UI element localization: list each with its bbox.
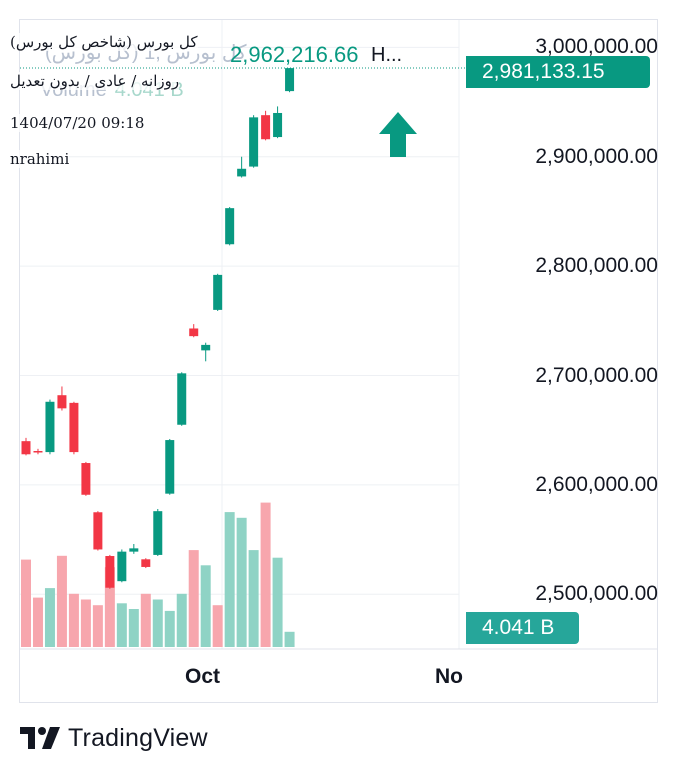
candle — [69, 401, 79, 455]
candle — [189, 324, 199, 338]
overlay-datetime: 1404/07/20 09:18 — [10, 114, 145, 132]
candle-body — [57, 395, 67, 409]
candle-body — [141, 559, 151, 567]
volume-bar — [56, 555, 67, 647]
legend-price-value: 2,962,216.66 — [230, 42, 359, 67]
overlay-interval: روزانه / عادی / بدون تعدیل — [10, 72, 180, 90]
volume-bar — [164, 610, 175, 647]
candle-body — [273, 112, 283, 138]
candle-body — [249, 117, 259, 167]
candle-body — [225, 208, 235, 245]
volume-tag: 4.041 B — [466, 612, 579, 644]
volume-bar — [212, 605, 223, 647]
candle — [105, 554, 115, 589]
candle — [129, 543, 139, 554]
volume-bar — [152, 599, 163, 647]
volume-bar — [104, 567, 115, 647]
volume-bar — [116, 603, 127, 647]
volume-bar — [248, 550, 259, 647]
candle — [261, 110, 271, 141]
price-axis-label: 2,500,000.00 — [535, 582, 658, 606]
tradingview-logo[interactable]: TradingView — [20, 722, 208, 754]
volume-bars — [21, 502, 295, 647]
candle-body — [237, 168, 247, 177]
candle-body — [117, 551, 127, 582]
candle — [273, 106, 283, 139]
tradingview-logo-icon — [20, 727, 60, 749]
candle — [117, 549, 127, 583]
candle-body — [201, 344, 211, 351]
candle — [285, 68, 295, 93]
candle-body — [261, 115, 271, 140]
legend-more[interactable]: H... — [371, 44, 403, 66]
price-axis-label: 3,000,000.00 — [535, 35, 658, 59]
candle — [57, 386, 67, 411]
candle-body — [45, 401, 55, 453]
volume-bar — [176, 593, 187, 647]
candle — [249, 115, 259, 168]
up-arrow-icon — [379, 112, 417, 157]
candles — [21, 68, 295, 589]
candle-body — [153, 511, 163, 555]
candle — [165, 438, 175, 495]
overlay-author: nrahimi — [10, 150, 70, 168]
volume-bar — [92, 605, 103, 647]
candle-body — [285, 68, 295, 92]
volume-bar — [260, 502, 271, 647]
candle-body — [189, 328, 199, 337]
time-label-oct: Oct — [185, 665, 221, 688]
overlay-symbol-title: (کل بورس (شاخص کل بورس — [10, 33, 198, 51]
volume-bar — [140, 593, 151, 647]
price-axis-label: 2,700,000.00 — [535, 363, 658, 387]
candle — [81, 461, 91, 496]
volume-bar — [80, 599, 91, 647]
candle-body — [165, 440, 175, 494]
volume-bar — [200, 565, 211, 647]
candle — [141, 558, 151, 569]
candle-body — [213, 274, 223, 310]
candle — [177, 372, 187, 426]
candle — [201, 342, 211, 362]
price-axis-label: 2,800,000.00 — [535, 254, 658, 278]
candle-body — [129, 548, 139, 552]
volume-bar — [21, 559, 31, 647]
candle-body — [81, 463, 91, 495]
candle-body — [21, 441, 31, 455]
candle — [33, 448, 43, 455]
price-axis-label: 2,600,000.00 — [535, 472, 658, 496]
volume-bar — [284, 631, 295, 647]
candle — [21, 437, 31, 456]
candle — [225, 207, 235, 246]
candle — [213, 273, 223, 311]
candle — [153, 508, 163, 557]
candle — [45, 399, 55, 455]
volume-bar — [32, 597, 43, 647]
candle-body — [93, 512, 103, 550]
last-price-tag: 2,981,133.15 — [466, 56, 650, 88]
time-label-nov: No — [435, 665, 463, 688]
volume-bar — [68, 593, 79, 647]
volume-bar — [236, 517, 247, 647]
price-axis-label: 2,900,000.00 — [535, 144, 658, 168]
volume-bar — [224, 512, 235, 647]
volume-bar — [272, 557, 283, 647]
candle-body — [33, 451, 43, 453]
candle — [237, 156, 247, 178]
candle-body — [177, 373, 187, 425]
candle — [93, 511, 103, 551]
volume-bar — [128, 609, 139, 647]
grid-lines — [20, 46, 459, 595]
volume-bar — [188, 550, 199, 647]
chart-frame — [19, 19, 658, 703]
tradingview-logo-text: TradingView — [68, 723, 208, 752]
candle-body — [69, 402, 79, 453]
candle-body — [105, 556, 115, 588]
volume-bar — [44, 588, 55, 647]
